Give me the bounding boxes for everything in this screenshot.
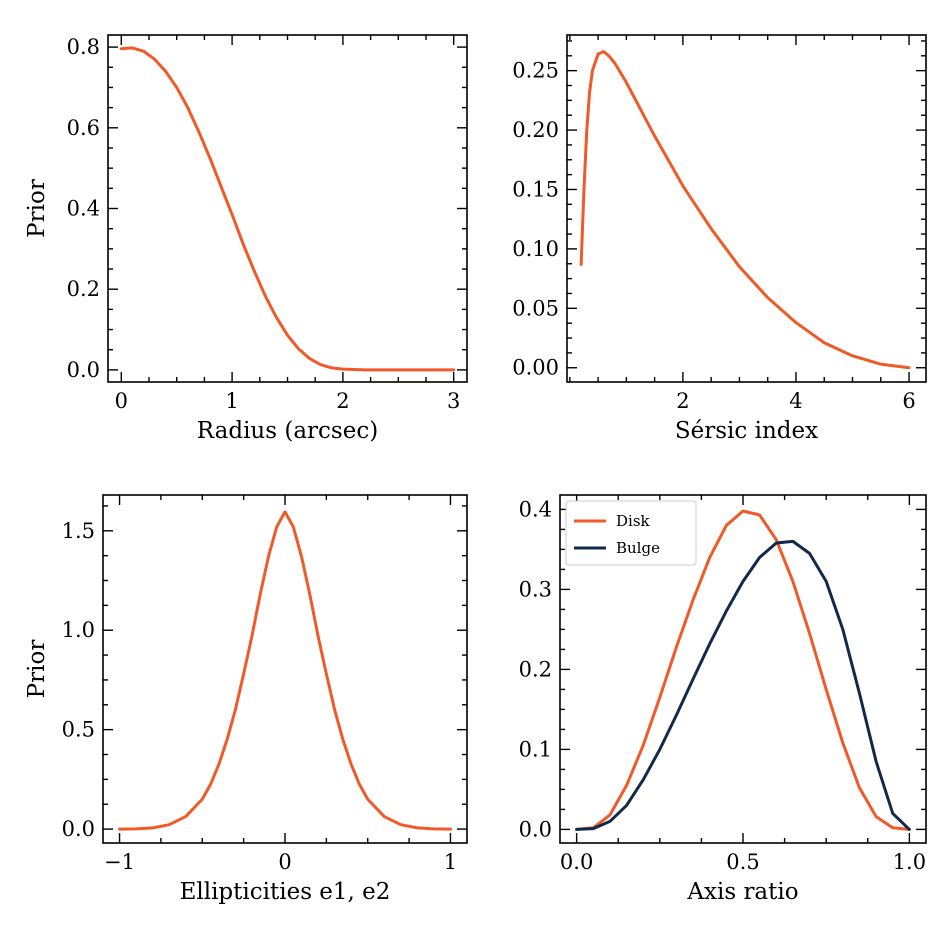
y-tick-label: 0.10 xyxy=(512,237,559,261)
x-tick-label: 1 xyxy=(225,389,238,413)
x-tick-label: 1 xyxy=(444,850,457,874)
y-tick-label: 0.0 xyxy=(519,817,552,841)
series-line-bulge xyxy=(575,539,911,831)
y-tick-label: 0.15 xyxy=(512,177,559,201)
y-tick-label: 0.2 xyxy=(519,657,552,681)
y-tick-label: 0.5 xyxy=(62,718,95,742)
y-tick-label: 0.4 xyxy=(519,497,552,521)
plot-frame xyxy=(107,34,468,383)
panel-sersic: 2 4 6 0.00 0.05 0.10 0.15 0.20 0.25 Sérsic index xyxy=(512,34,927,444)
plot-frame xyxy=(566,34,927,383)
series-line-0 xyxy=(119,46,456,372)
x-axis-label: Radius (arcsec) xyxy=(197,418,378,444)
legend-label-disk: Disk xyxy=(616,512,651,530)
x-tick-label: 6 xyxy=(902,389,915,413)
y-tick-label: 0.05 xyxy=(512,296,559,320)
x-tick-label: 0.5 xyxy=(726,850,759,874)
x-tick-label: 2 xyxy=(336,389,349,413)
x-tick-label: 3 xyxy=(447,389,460,413)
y-tick-label: 0.1 xyxy=(519,737,552,761)
x-tick-label: 0 xyxy=(115,389,128,413)
plot-frame xyxy=(102,494,468,844)
y-tick-label: 0.00 xyxy=(512,356,559,380)
y-tick-label: 0.25 xyxy=(512,59,559,83)
panel-ellipticity: −1 0 1 0.0 0.5 1.0 1.5 Ellipticities e1, e2 Prio… xyxy=(24,494,468,905)
x-tick-label: 4 xyxy=(789,389,802,413)
x-tick-label: −1 xyxy=(104,850,135,874)
x-axis-label: Ellipticities e1, e2 xyxy=(180,879,391,905)
legend-label-bulge: Bulge xyxy=(616,539,660,557)
y-tick-label: 0.3 xyxy=(519,577,552,601)
series-line-disk xyxy=(575,509,911,831)
x-tick-label: 0.0 xyxy=(560,850,593,874)
y-tick-label: 0.4 xyxy=(67,197,100,221)
series-line-0 xyxy=(118,510,452,831)
y-axis-label: Prior xyxy=(24,640,50,699)
y-tick-label: 0.0 xyxy=(67,358,100,382)
series-line-0 xyxy=(579,50,911,370)
y-tick-label: 0.20 xyxy=(512,118,559,142)
y-tick-label: 1.5 xyxy=(62,519,95,543)
y-axis-label: Prior xyxy=(24,179,50,238)
legend: Disk Bulge xyxy=(565,500,697,566)
x-tick-label: 1.0 xyxy=(893,850,926,874)
panel-radius: 0 1 2 3 0.0 0.2 0.4 0.6 0.8 Radius (arcsec) Prior xyxy=(24,34,468,444)
x-axis-label: Axis ratio xyxy=(686,879,798,905)
y-tick-label: 0.0 xyxy=(62,817,95,841)
y-tick-label: 1.0 xyxy=(62,618,95,642)
x-tick-label: 0 xyxy=(278,850,291,874)
x-tick-label: 2 xyxy=(676,389,689,413)
y-tick-label: 0.6 xyxy=(67,116,100,140)
x-axis-label: Sérsic index xyxy=(675,418,818,444)
y-tick-label: 0.8 xyxy=(67,35,100,59)
y-tick-label: 0.2 xyxy=(67,277,100,301)
panel-axis-ratio: 0.0 0.5 1.0 0.0 0.1 0.2 0.3 0.4 Axis ratio Disk Bu… xyxy=(519,494,927,905)
panels: 0 1 2 3 0.0 0.2 0.4 0.6 0.8 Radius (arcsec) Prior 2… xyxy=(24,34,927,905)
